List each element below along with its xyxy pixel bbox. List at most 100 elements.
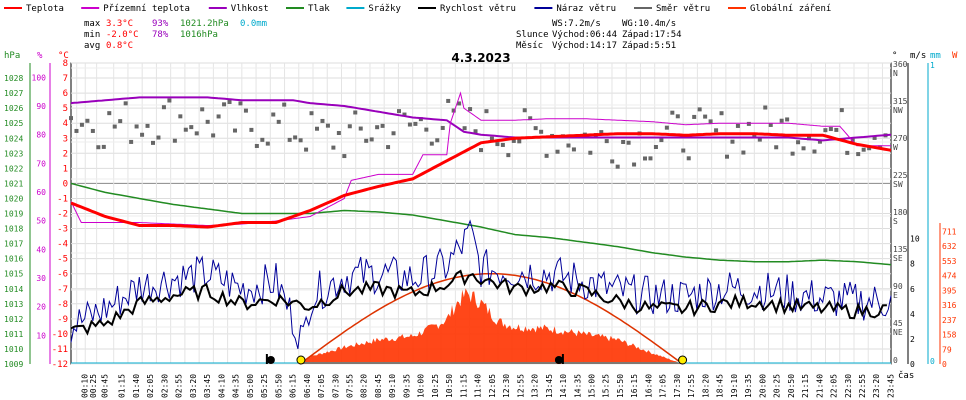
series-direction-point [112, 124, 117, 129]
tick-x-24: 10:00 [417, 374, 426, 398]
info-sun-label: Slunce [516, 30, 549, 40]
series-direction-point [413, 121, 418, 126]
tick-dir-deg-1: 315 [893, 97, 908, 106]
tick-dir-deg-7: 45 [893, 319, 903, 328]
tick-press-18: 1010 [4, 345, 23, 354]
tick-temp-0: 8 [63, 59, 68, 69]
series-direction-point [817, 139, 822, 144]
legend-label-7: Směr větru [656, 4, 710, 14]
series-direction-point [473, 129, 478, 134]
tick-hum-3: 70 [36, 159, 46, 168]
series-direction-point [96, 145, 101, 150]
series-direction-point [435, 138, 440, 143]
tick-press-5: 1023 [4, 149, 23, 158]
stats-min-label: min [84, 30, 100, 40]
tick-x-21: 08:45 [374, 374, 383, 398]
tick-x-26: 10:50 [445, 374, 454, 398]
series-direction-point [418, 117, 423, 122]
series-direction-point [489, 136, 494, 141]
series-direction-point [845, 150, 850, 155]
tick-temp-13: -5 [57, 255, 68, 265]
series-direction-point [178, 114, 183, 119]
tick-rad-3: 474 [942, 272, 957, 281]
tick-x-6: 02:30 [160, 374, 169, 398]
tick-x-42: 17:30 [673, 374, 682, 398]
series-direction-point [293, 135, 298, 140]
series-direction-point [664, 125, 669, 130]
tick-x-18: 07:30 [331, 374, 340, 398]
tick-press-19: 1009 [4, 360, 23, 369]
tick-x-50: 20:50 [787, 374, 796, 398]
series-direction-point [632, 162, 637, 167]
tick-dir-deg-3: 225 [893, 171, 908, 180]
series-direction-point [200, 107, 205, 112]
tick-temp-18: -10 [52, 330, 68, 340]
series-direction-point [189, 125, 194, 130]
tick-dir-name-5: SE [893, 254, 903, 263]
series-direction-point [675, 114, 680, 119]
tick-x-3: 01:15 [118, 374, 127, 398]
tick-x-10: 04:10 [217, 374, 226, 398]
tick-x-25: 10:25 [431, 374, 440, 398]
series-direction-point [872, 135, 877, 140]
series-direction-point [145, 123, 150, 128]
tick-x-20: 08:20 [360, 374, 369, 398]
tick-x-47: 19:35 [744, 374, 753, 398]
series-direction-point [741, 150, 746, 155]
series-direction-point [282, 102, 287, 107]
series-direction-point [402, 112, 407, 117]
tick-x-31: 12:55 [516, 374, 525, 398]
series-direction-point [828, 127, 833, 132]
info-ws: WS:7.2m/s [552, 19, 601, 29]
tick-press-17: 1011 [4, 330, 23, 339]
unit-press: hPa [4, 51, 20, 61]
series-temperature [70, 132, 892, 229]
tick-temp-1: 7 [63, 74, 68, 84]
series-direction-point [774, 145, 779, 150]
stats-min-press: 1016hPa [180, 30, 218, 40]
series-direction-point [856, 152, 861, 157]
tick-hum-6: 40 [36, 245, 46, 254]
tick-x-12: 05:00 [246, 374, 255, 398]
tick-x-22: 09:10 [388, 374, 397, 398]
stats-avg-label: avg [84, 41, 100, 51]
series-direction-point [320, 118, 325, 123]
series-direction-point [457, 101, 462, 106]
tick-x-46: 19:10 [730, 374, 739, 398]
series-direction-point [517, 139, 522, 144]
tick-press-11: 1017 [4, 240, 23, 249]
series-direction-point [533, 126, 538, 131]
series-direction-point [129, 139, 134, 144]
series-direction-point [205, 119, 210, 124]
series-direction-point [697, 107, 702, 112]
series-direction-point [304, 147, 309, 152]
series-direction-point [615, 164, 620, 169]
series-direction-point [807, 136, 811, 141]
stats-max-hum: 93% [152, 19, 169, 29]
tick-x-11: 04:35 [232, 374, 241, 398]
tick-press-13: 1015 [4, 270, 23, 279]
series-direction-point [801, 146, 806, 151]
series-direction-point [233, 128, 237, 133]
tick-x-19: 07:55 [345, 374, 354, 398]
stats-min-hum: 78% [152, 30, 169, 40]
moonrise-marker [554, 356, 563, 364]
tick-press-10: 1018 [4, 225, 23, 234]
series-direction-point [785, 117, 790, 122]
series-direction-point [407, 122, 412, 127]
series-direction-point [254, 143, 259, 148]
tick-dir-deg-0: 360 [893, 60, 908, 69]
series-direction-point [768, 122, 773, 127]
tick-x-40: 16:40 [644, 374, 653, 398]
tick-x-9: 03:45 [203, 374, 212, 398]
tick-temp-17: -9 [57, 315, 68, 325]
tick-x-28: 11:40 [474, 374, 483, 398]
series-direction-point [779, 118, 784, 123]
tick-wind-5: 0 [910, 360, 915, 369]
tick-dir-name-3: SW [893, 180, 903, 189]
tick-x-38: 15:50 [616, 374, 625, 398]
plot-area: 876543210-1-2-3-4-5-6-7-8-9-10-11-1200:1… [4, 59, 957, 398]
series-direction-point [648, 156, 653, 161]
tick-wind-4: 2 [910, 335, 915, 344]
series-direction-point [506, 153, 511, 158]
